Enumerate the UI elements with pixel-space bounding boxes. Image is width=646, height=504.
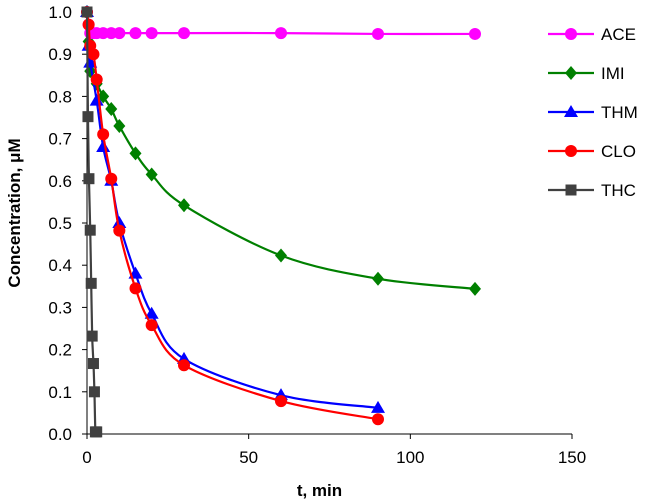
series-thm	[80, 5, 385, 413]
data-point-clo	[178, 359, 190, 372]
series-ace	[81, 6, 481, 40]
legend-label-thm: THM	[601, 103, 638, 122]
data-point-thc	[84, 224, 96, 236]
series-line-clo	[85, 11, 379, 421]
series-clo	[81, 6, 384, 426]
series-line-thm	[85, 11, 379, 409]
data-point-ace	[275, 27, 287, 40]
y-tick-label: 0.2	[48, 341, 72, 360]
data-point-thm	[144, 306, 159, 319]
data-point-thc	[82, 111, 94, 123]
data-point-thc	[87, 358, 99, 370]
legend-marker-clo	[565, 145, 577, 157]
data-point-clo	[372, 413, 384, 426]
legend-marker-thm	[564, 105, 578, 117]
data-point-thc	[83, 173, 95, 185]
series-thc	[81, 6, 103, 438]
data-point-thm	[112, 216, 127, 228]
legend-label-clo: CLO	[601, 142, 636, 161]
y-tick-label: 0.7	[48, 130, 72, 149]
y-tick-label: 1.0	[48, 3, 72, 22]
data-point-imi	[145, 167, 158, 182]
y-tick-label: 0.1	[48, 383, 72, 402]
data-point-thm	[96, 140, 111, 153]
legend-item-imi: IMI	[548, 64, 625, 83]
data-point-thm	[371, 400, 385, 413]
legend-item-ace: ACE	[548, 25, 636, 44]
axes: 0.0 0.1 0.2 0.3 0.4 0.5 0.6 0.7 0.8 0.9 1.0 0 50 100 1…	[48, 3, 586, 467]
data-point-thc	[91, 426, 103, 438]
series-line-thc	[85, 11, 98, 436]
data-point-clo	[275, 395, 287, 408]
y-tick-label: 0.8	[48, 87, 72, 106]
legend-marker-thc	[565, 184, 577, 196]
data-point-ace	[178, 27, 190, 40]
y-tick-label: 0.9	[48, 45, 72, 64]
legend-item-thm: THM	[548, 103, 638, 122]
y-axis-title: Concentration, μM	[5, 138, 24, 287]
legend-label-ace: ACE	[601, 25, 636, 44]
legend-marker-ace	[565, 28, 577, 40]
data-point-clo	[82, 18, 95, 31]
data-point-thc	[86, 330, 98, 342]
x-tick-label: 150	[558, 448, 586, 467]
data-point-ace	[469, 27, 481, 40]
data-point-ace	[372, 27, 384, 40]
data-point-ace	[145, 27, 158, 40]
data-point-clo	[145, 319, 158, 332]
legend-item-clo: CLO	[548, 142, 636, 161]
x-axis-title: t, min	[297, 481, 342, 500]
data-point-imi	[372, 271, 384, 286]
series-layer	[80, 5, 481, 438]
y-tick-label: 0.3	[48, 298, 72, 317]
data-point-ace	[129, 27, 142, 40]
legend-item-thc: THC	[548, 181, 636, 200]
data-point-clo	[129, 282, 142, 295]
data-point-clo	[113, 224, 126, 237]
data-point-ace	[113, 27, 126, 40]
data-point-imi	[469, 281, 481, 296]
y-tick-label: 0.4	[48, 256, 72, 275]
data-point-imi	[129, 146, 142, 161]
x-tick-label: 50	[239, 448, 258, 467]
legend-label-imi: IMI	[601, 64, 625, 83]
y-tick-label: 0.6	[48, 172, 72, 191]
data-point-imi	[105, 102, 118, 117]
data-point-clo	[87, 48, 100, 61]
data-point-thc	[81, 6, 93, 18]
data-point-imi	[178, 198, 190, 213]
series-imi	[81, 5, 481, 296]
x-tick-label: 100	[396, 448, 424, 467]
data-point-thc	[85, 277, 97, 289]
data-point-clo	[90, 73, 103, 86]
y-tick-label: 0.5	[48, 214, 72, 233]
x-tick-label: 0	[82, 448, 91, 467]
data-point-clo	[105, 172, 118, 185]
data-point-imi	[113, 118, 126, 133]
data-point-thc	[88, 386, 100, 398]
data-point-imi	[275, 248, 287, 263]
legend-label-thc: THC	[601, 181, 636, 200]
y-tick-label: 0.0	[48, 425, 72, 444]
series-line-imi	[85, 11, 476, 290]
data-point-clo	[97, 128, 110, 141]
legend-marker-imi	[565, 66, 577, 80]
legend: ACE IMI THM CLO THC	[548, 25, 638, 200]
